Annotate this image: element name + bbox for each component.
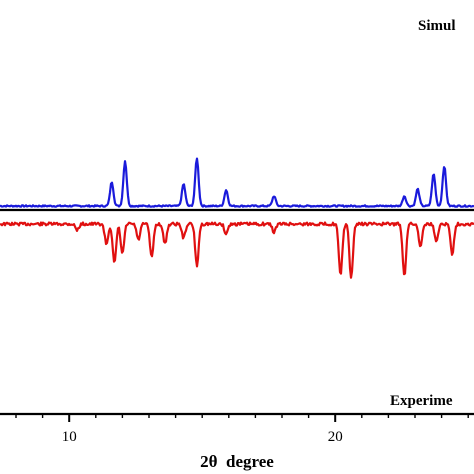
x-axis-ticks: 10203040 [15, 414, 469, 445]
x-tick-label: 10 [62, 429, 77, 445]
x-axis-title: 2θ degree [200, 452, 274, 471]
simulated-series-label: Simul [418, 18, 456, 34]
simulated-pattern-line [0, 157, 474, 208]
experimental-pattern-line [0, 221, 474, 279]
experimental-series-label: Experime [390, 393, 453, 409]
x-tick-label: 20 [328, 429, 343, 445]
